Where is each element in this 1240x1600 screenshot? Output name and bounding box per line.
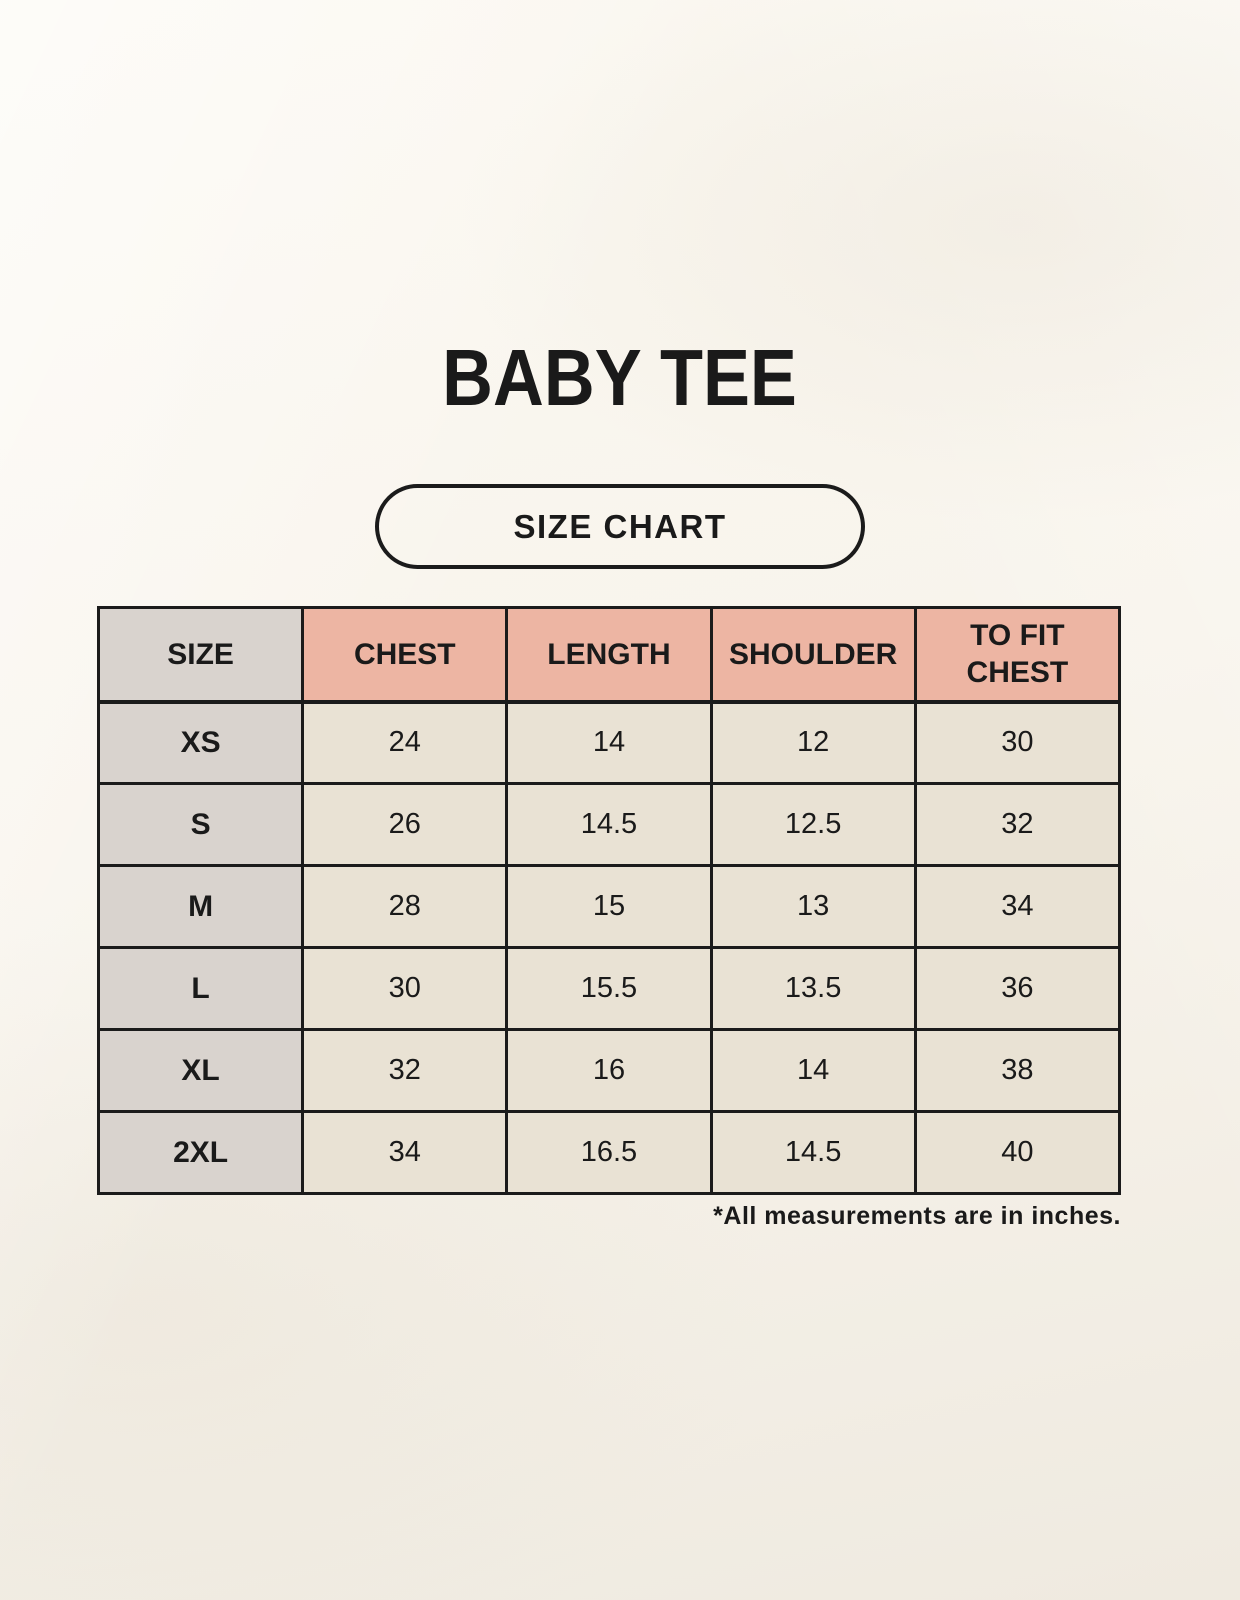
size-label: XS <box>96 700 305 785</box>
length-value: 15.5 <box>505 946 713 1031</box>
table-row-s: S 26 14.5 12.5 32 <box>96 782 1122 867</box>
table-row-m: M 28 15 13 34 <box>96 864 1122 949</box>
chest-value: 28 <box>301 864 509 949</box>
column-header-length: LENGTH <box>505 606 713 704</box>
table-row-l: L 30 15.5 13.5 36 <box>96 946 1122 1031</box>
column-header-shoulder: SHOULDER <box>709 606 917 704</box>
shoulder-value: 14 <box>709 1028 917 1113</box>
length-value: 14 <box>505 700 713 785</box>
to-fit-chest-value: 40 <box>913 1110 1122 1195</box>
table-row-2xl: 2XL 34 16.5 14.5 40 <box>96 1110 1122 1195</box>
length-value: 16 <box>505 1028 713 1113</box>
column-header-size: SIZE <box>96 606 305 704</box>
chest-value: 30 <box>301 946 509 1031</box>
length-value: 16.5 <box>505 1110 713 1195</box>
length-value: 15 <box>505 864 713 949</box>
page-title: BABY TEE <box>0 338 1240 418</box>
page-title-text: BABY TEE <box>442 333 798 422</box>
size-chart-badge: SIZE CHART <box>375 484 865 569</box>
size-label: L <box>96 946 305 1031</box>
table-header-row: SIZE CHEST LENGTH SHOULDER TO FIT CHEST <box>96 606 1122 704</box>
shoulder-value: 14.5 <box>709 1110 917 1195</box>
table-row-xs: XS 24 14 12 30 <box>96 700 1122 785</box>
shoulder-value: 13.5 <box>709 946 917 1031</box>
size-chart-table: SIZE CHEST LENGTH SHOULDER TO FIT CHEST … <box>96 606 1122 1195</box>
size-label: S <box>96 782 305 867</box>
size-chart-badge-label: SIZE CHART <box>513 507 727 545</box>
table-row-xl: XL 32 16 14 38 <box>96 1028 1122 1113</box>
to-fit-chest-value: 32 <box>913 782 1122 867</box>
shoulder-value: 12.5 <box>709 782 917 867</box>
chest-value: 34 <box>301 1110 509 1195</box>
chest-value: 32 <box>301 1028 509 1113</box>
chest-value: 26 <box>301 782 509 867</box>
shoulder-value: 13 <box>709 864 917 949</box>
to-fit-chest-value: 38 <box>913 1028 1122 1113</box>
column-header-to-fit-chest: TO FIT CHEST <box>913 606 1122 704</box>
length-value: 14.5 <box>505 782 713 867</box>
column-header-chest: CHEST <box>301 606 509 704</box>
size-label: XL <box>96 1028 305 1113</box>
shoulder-value: 12 <box>709 700 917 785</box>
size-label: M <box>96 864 305 949</box>
chest-value: 24 <box>301 700 509 785</box>
measurements-footnote: *All measurements are in inches. <box>713 1202 1121 1230</box>
size-label: 2XL <box>96 1110 305 1195</box>
to-fit-chest-value: 30 <box>913 700 1122 785</box>
to-fit-chest-value: 36 <box>913 946 1122 1031</box>
to-fit-chest-value: 34 <box>913 864 1122 949</box>
